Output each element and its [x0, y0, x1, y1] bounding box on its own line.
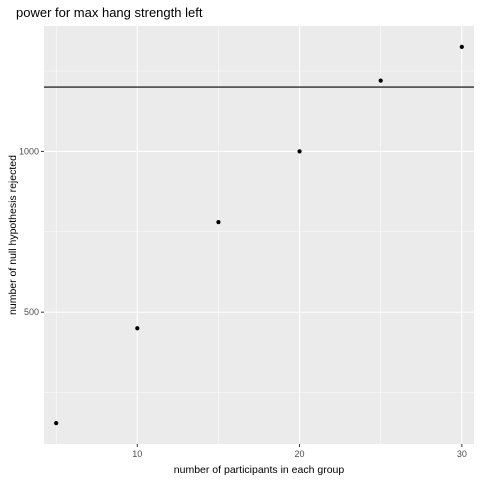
data-point: [378, 78, 383, 83]
major-gridlines: [44, 26, 474, 444]
y-axis-title: number of null hypothesis rejected: [7, 155, 19, 315]
data-point: [297, 149, 302, 154]
data-point: [216, 220, 221, 225]
minor-gridlines: [44, 26, 474, 444]
plot-panel: [44, 26, 474, 444]
data-points: [54, 44, 464, 426]
x-tick-label: 20: [295, 449, 305, 459]
y-tick-label: 1000: [19, 146, 39, 156]
data-point: [459, 44, 464, 50]
chart-title: power for max hang strength left: [16, 5, 203, 20]
y-axis: 500 1000: [19, 146, 44, 317]
x-tick-label: 10: [132, 449, 142, 459]
x-axis-title: number of participants in each group: [174, 464, 345, 476]
x-tick-label: 30: [457, 449, 467, 459]
data-point: [54, 421, 59, 426]
data-point: [135, 326, 140, 331]
y-tick-label: 500: [24, 307, 39, 317]
x-axis: 10 20 30: [132, 444, 467, 459]
